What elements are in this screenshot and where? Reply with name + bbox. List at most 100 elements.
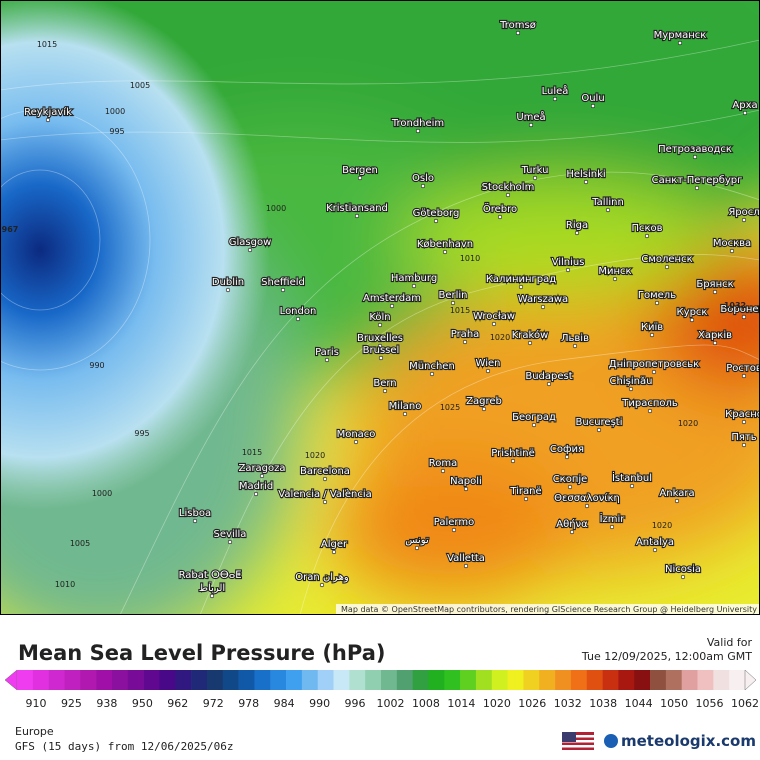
city-label: Zaragoza <box>238 463 285 474</box>
city-label: الرباط <box>199 583 225 594</box>
city-label: Дніпропетровськ <box>609 358 699 370</box>
colorbar-swatch <box>96 670 113 690</box>
city-dot <box>510 458 516 464</box>
colorbar-swatch <box>428 670 445 690</box>
isobar-label: 1025 <box>440 403 460 412</box>
colorbar-end <box>744 669 757 691</box>
colorbar-tick-label: 1020 <box>483 697 511 710</box>
city-dot <box>652 547 658 553</box>
city-label: Арха <box>732 100 757 111</box>
city-label: Яросл <box>728 207 759 218</box>
city-label: Riga <box>566 220 588 231</box>
colorbar-swatch <box>586 670 603 690</box>
city-dot <box>741 217 747 223</box>
city-label: Luleå <box>542 84 569 97</box>
city-label: Αθήνα <box>556 518 588 530</box>
city-label: Скопје <box>553 473 588 485</box>
city-label: Петрозаводск <box>658 144 732 155</box>
colorbar-tick-label: 1032 <box>554 697 582 710</box>
colorbar-swatch <box>634 670 651 690</box>
colorbar-swatch <box>349 670 366 690</box>
colorbar-tick-label: 990 <box>309 697 330 710</box>
city-label: Prishtinë <box>491 448 534 459</box>
colorbar-swatch <box>570 670 588 690</box>
city-dot <box>451 527 457 533</box>
city-dot <box>572 343 578 349</box>
city-dot <box>415 128 421 134</box>
city-label: İstanbul <box>612 471 652 484</box>
model-run: GFS (15 days) from 12/06/2025/06z <box>15 740 234 753</box>
city-label: Москва <box>713 238 751 249</box>
city-dot <box>463 563 469 569</box>
city-dot <box>253 491 259 497</box>
colorbar-swatch <box>175 670 192 690</box>
city-dot <box>564 454 570 460</box>
map: Tromsø Мурманск Reykjavík Luleå Oulu Umeå Tron… <box>0 0 760 615</box>
city-dot <box>45 117 51 123</box>
colorbar-swatch <box>238 670 255 690</box>
city-dot <box>433 218 439 224</box>
city-dot <box>247 247 253 253</box>
city-label: Θεσσαλονίκη <box>554 492 620 504</box>
city-dot <box>565 267 571 273</box>
city-dot <box>629 483 635 489</box>
colorbar-swatch <box>206 670 224 690</box>
city-label: Antalya <box>636 537 674 548</box>
colorbar-swatch <box>618 670 635 690</box>
city-dot <box>225 287 231 293</box>
city-label: Umeå <box>516 110 545 123</box>
city-label: Bergen <box>342 165 378 176</box>
city-label: Lisboa <box>179 508 211 519</box>
city-label: București <box>576 417 623 428</box>
city-label: Харків <box>698 329 732 341</box>
city-dot <box>377 343 383 349</box>
colorbar-swatch <box>491 670 508 690</box>
isobar-label: 1032 <box>724 301 746 310</box>
city-dot <box>207 580 213 586</box>
city-label: Rabat ⵔⴱⴰⵟ <box>179 570 242 581</box>
city-label: Örebro <box>483 202 517 215</box>
colorbar-swatch <box>286 670 303 690</box>
city-dot <box>440 468 446 474</box>
city-label: Минск <box>598 266 631 277</box>
isobar-label: 995 <box>134 429 149 438</box>
city-dot <box>531 422 537 428</box>
city-label: Wrocław <box>473 311 515 322</box>
city-dot <box>628 386 634 392</box>
city-label: Tiranë <box>509 486 541 497</box>
legend-title: Mean Sea Level Pressure (hPa) <box>18 641 385 665</box>
colorbar-tick-label: 984 <box>274 697 295 710</box>
city-dot <box>644 233 650 239</box>
city-label: Ростов <box>726 363 760 374</box>
city-dot <box>295 316 301 322</box>
city-dot <box>411 283 417 289</box>
city-label: Гомель <box>638 290 676 301</box>
attribution: Map data © OpenStreetMap contributors, r… <box>341 605 757 614</box>
city-dot <box>712 340 718 346</box>
city-dot <box>442 249 448 255</box>
isobar-label: 1020 <box>490 333 510 342</box>
isobar-label: 1000 <box>266 204 286 213</box>
city-dot <box>583 179 589 185</box>
city-dot <box>532 175 538 181</box>
city-label: Tromsø <box>499 20 536 31</box>
colorbar-swatch <box>713 670 730 690</box>
city-dot <box>664 264 670 270</box>
city-label: Bruxelles <box>357 333 403 344</box>
city-label: Ankara <box>659 488 694 499</box>
city-label: София <box>550 444 584 455</box>
city-label: Bern <box>373 378 396 389</box>
isobar-label: 1000 <box>92 489 112 498</box>
city-dot <box>382 388 388 394</box>
city-label: Alger <box>321 539 348 550</box>
city-dot <box>378 355 384 361</box>
city-label: Курск <box>677 307 708 318</box>
city-label: Тирасполь <box>621 398 678 409</box>
city-label: İzmir <box>600 512 626 525</box>
city-label: Воронеж <box>720 304 760 315</box>
city-label: Trondheim <box>391 118 444 129</box>
city-label: Vilnius <box>552 257 585 268</box>
city-dot <box>209 593 215 599</box>
colorbar-swatch <box>507 670 524 690</box>
colorbar-swatch <box>222 670 239 690</box>
